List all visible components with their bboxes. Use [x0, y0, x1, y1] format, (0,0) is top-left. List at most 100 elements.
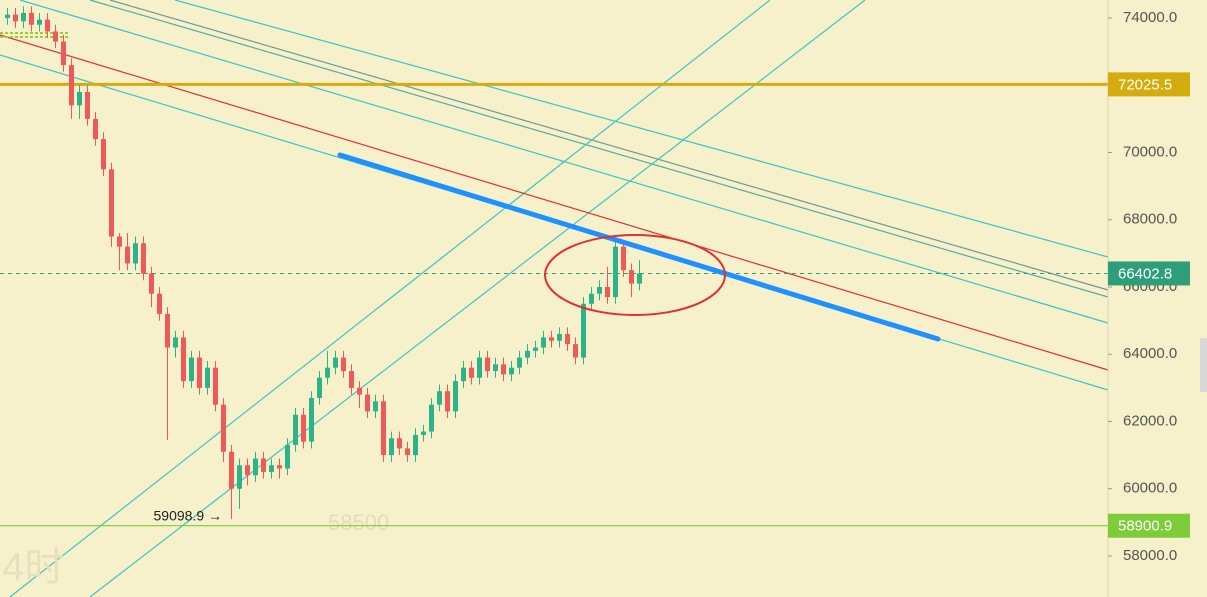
price-axis: [1108, 0, 1207, 597]
candle-body: [533, 347, 538, 351]
candle-body: [557, 334, 562, 341]
y-tick-label: 60000.0: [1123, 480, 1177, 497]
candle-body: [253, 458, 258, 476]
candle-body: [309, 397, 314, 442]
candle-body: [261, 458, 266, 472]
trend-line: [89, 0, 1109, 298]
trend-line: [109, 0, 1109, 291]
candle-body: [365, 394, 370, 412]
candle-body: [621, 246, 626, 271]
candle-body: [29, 12, 34, 25]
candle-body: [445, 391, 450, 412]
candle-body: [69, 65, 74, 106]
candle-body: [197, 357, 202, 388]
price-tag-label: 72025.5: [1118, 76, 1172, 93]
candle-body: [357, 387, 362, 395]
candle-body: [429, 404, 434, 432]
watermark: 4时: [2, 546, 64, 590]
y-tick-label: 64000.0: [1123, 345, 1177, 362]
trend-line: [174, 0, 1109, 258]
price-tag: [1108, 72, 1190, 97]
candle-body: [589, 293, 594, 304]
candle-body: [117, 236, 122, 247]
candle-body: [421, 431, 426, 435]
candles: 58500 4时 59098.9 →: [0, 6, 1108, 590]
candle-body: [141, 243, 146, 274]
candle-body: [333, 357, 338, 368]
candle-body: [229, 451, 234, 489]
candle-body: [109, 169, 114, 237]
candle-body: [37, 19, 42, 25]
candle-body: [461, 367, 466, 382]
candle-body: [493, 364, 498, 372]
candle-body: [77, 91, 82, 106]
watermark: 58500: [328, 510, 389, 535]
candle-body: [101, 139, 106, 170]
candle-body: [597, 286, 602, 294]
candle-body: [269, 465, 274, 472]
candle-body: [61, 41, 66, 66]
candle-body: [13, 14, 18, 22]
price-tag: [1108, 261, 1190, 286]
side-tab[interactable]: [1200, 338, 1207, 392]
candle-body: [237, 465, 242, 489]
highlight-circle: [544, 234, 726, 316]
candle-body: [285, 445, 290, 469]
candle-body: [53, 31, 58, 42]
candle-body: [469, 367, 474, 378]
candle-body: [613, 246, 618, 298]
price-tag-label: 66402.8: [1118, 265, 1172, 282]
candle-body: [381, 401, 386, 456]
y-tick-label: 74000.0: [1123, 9, 1177, 26]
candle-body: [637, 273, 642, 284]
candle-body: [93, 118, 98, 140]
candle-body: [349, 371, 354, 388]
candle-body: [549, 337, 554, 341]
candle-body: [5, 14, 10, 18]
candle-body: [405, 448, 410, 456]
candle-body: [205, 367, 210, 388]
candle-body: [85, 91, 90, 119]
candle-body: [453, 381, 458, 412]
candle-body: [389, 438, 394, 456]
candle-body: [165, 313, 170, 348]
candle-body: [21, 12, 26, 22]
candle-body: [189, 357, 194, 382]
y-tick-label: 62000.0: [1123, 412, 1177, 429]
candle-body: [605, 286, 610, 298]
channel-line: [9, 0, 771, 597]
candle-body: [245, 465, 250, 476]
candle-body: [541, 337, 546, 348]
candle-body: [213, 367, 218, 405]
candle-body: [397, 438, 402, 449]
candle-body: [325, 367, 330, 378]
candle-body: [277, 465, 282, 469]
price-tag-label: 58900.9: [1118, 518, 1172, 535]
candle-body: [181, 337, 186, 382]
candle-body: [525, 350, 530, 358]
channel-line: [89, 0, 866, 597]
candle-body: [45, 19, 50, 32]
candle-body: [301, 414, 306, 442]
low-annotation: 59098.9 →: [154, 508, 223, 524]
candle-body: [629, 270, 634, 284]
candle-body: [517, 357, 522, 368]
candle-body: [221, 404, 226, 452]
y-tick-label: 70000.0: [1123, 143, 1177, 160]
drawings: [0, 0, 1109, 597]
candle-body: [437, 391, 442, 405]
resistance-line: [337, 152, 941, 342]
candle-body: [149, 273, 154, 294]
candle-body: [157, 293, 162, 314]
candle-body: [373, 401, 378, 412]
y-tick-label: 68000.0: [1123, 211, 1177, 228]
candle-body: [485, 357, 490, 372]
candle-body: [509, 367, 514, 375]
candle-body: [413, 434, 418, 456]
candle-body: [581, 303, 586, 358]
candle-body: [501, 364, 506, 375]
candle-body: [125, 246, 130, 264]
overlay: [337, 152, 941, 342]
